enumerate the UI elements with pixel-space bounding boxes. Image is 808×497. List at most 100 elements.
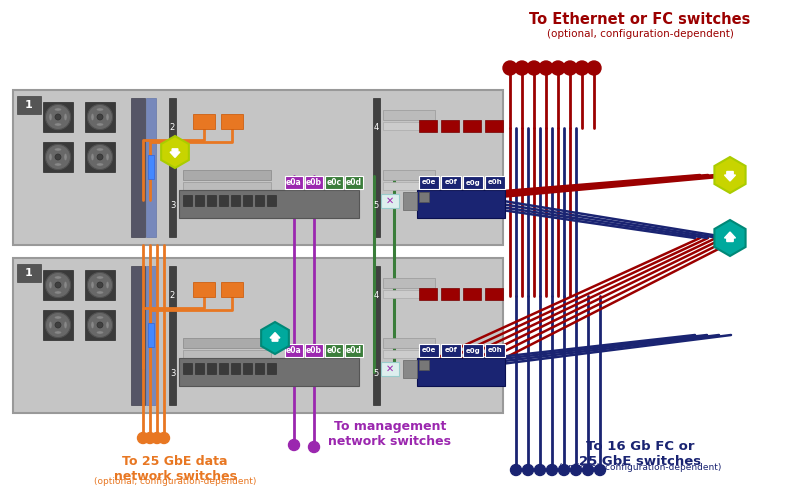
Bar xyxy=(485,120,503,132)
Bar xyxy=(207,195,216,206)
Text: e0a: e0a xyxy=(286,346,302,355)
Bar xyxy=(85,310,115,340)
Bar xyxy=(345,176,363,189)
Bar xyxy=(267,195,276,206)
Circle shape xyxy=(563,61,577,75)
Circle shape xyxy=(45,145,70,169)
Bar xyxy=(221,282,243,297)
Bar xyxy=(183,182,271,190)
Bar xyxy=(441,344,461,357)
Circle shape xyxy=(97,282,103,288)
Bar xyxy=(383,182,435,190)
Circle shape xyxy=(551,61,565,75)
Bar xyxy=(169,98,176,237)
Bar xyxy=(485,288,503,300)
Bar xyxy=(183,338,271,348)
Bar xyxy=(17,264,41,282)
Bar xyxy=(17,96,41,114)
Ellipse shape xyxy=(91,114,94,120)
Ellipse shape xyxy=(55,291,61,294)
Bar xyxy=(255,195,264,206)
Ellipse shape xyxy=(55,316,61,319)
Bar xyxy=(131,266,145,405)
Circle shape xyxy=(158,432,170,443)
Bar xyxy=(285,176,303,189)
Bar xyxy=(383,122,435,130)
Bar xyxy=(43,310,73,340)
Bar xyxy=(169,266,176,405)
Text: 2: 2 xyxy=(170,292,175,301)
Text: 3: 3 xyxy=(170,201,175,211)
Polygon shape xyxy=(270,332,280,341)
Bar xyxy=(419,360,429,370)
Bar xyxy=(441,120,459,132)
Polygon shape xyxy=(714,220,746,256)
Circle shape xyxy=(523,465,533,476)
Text: 4: 4 xyxy=(374,123,379,133)
Circle shape xyxy=(511,465,521,476)
Bar xyxy=(231,363,240,374)
Ellipse shape xyxy=(106,322,109,329)
Circle shape xyxy=(97,114,103,120)
Circle shape xyxy=(535,465,545,476)
Text: (optional, configuration-dependent): (optional, configuration-dependent) xyxy=(94,477,256,486)
Circle shape xyxy=(503,61,517,75)
Text: ✕: ✕ xyxy=(386,364,394,374)
Text: 5: 5 xyxy=(374,369,379,379)
Circle shape xyxy=(309,441,319,452)
Text: e0h: e0h xyxy=(488,179,503,185)
Bar xyxy=(267,363,276,374)
Bar xyxy=(485,176,505,189)
Bar xyxy=(381,362,399,376)
Text: e0e: e0e xyxy=(422,347,436,353)
Bar xyxy=(195,195,204,206)
Circle shape xyxy=(515,61,529,75)
Bar xyxy=(207,363,216,374)
Ellipse shape xyxy=(97,148,103,151)
Bar xyxy=(417,358,505,386)
Bar xyxy=(373,266,380,405)
Text: e0d: e0d xyxy=(346,346,362,355)
Circle shape xyxy=(595,465,605,476)
Ellipse shape xyxy=(91,154,94,161)
Bar xyxy=(43,270,73,300)
Bar xyxy=(403,360,417,378)
Text: e0a: e0a xyxy=(286,178,302,187)
Bar xyxy=(183,195,192,206)
Circle shape xyxy=(152,432,162,443)
Text: e0b: e0b xyxy=(306,346,322,355)
Text: To management
network switches: To management network switches xyxy=(329,420,452,448)
Bar xyxy=(383,338,435,348)
Bar xyxy=(255,363,264,374)
Circle shape xyxy=(145,432,155,443)
Text: e0b: e0b xyxy=(306,178,322,187)
Ellipse shape xyxy=(55,123,61,126)
Ellipse shape xyxy=(97,291,103,294)
Ellipse shape xyxy=(64,322,67,329)
Circle shape xyxy=(137,432,149,443)
Bar xyxy=(345,344,363,357)
Ellipse shape xyxy=(49,154,52,161)
Ellipse shape xyxy=(97,276,103,279)
Bar xyxy=(193,114,215,129)
Bar xyxy=(419,288,437,300)
Bar xyxy=(85,270,115,300)
Bar xyxy=(43,102,73,132)
Bar xyxy=(85,102,115,132)
Bar xyxy=(183,170,271,180)
Ellipse shape xyxy=(55,148,61,151)
Text: 3: 3 xyxy=(170,369,175,379)
Circle shape xyxy=(570,465,582,476)
Bar xyxy=(419,176,439,189)
Text: e0h: e0h xyxy=(488,347,503,353)
Bar xyxy=(193,282,215,297)
Circle shape xyxy=(87,104,112,130)
Circle shape xyxy=(45,272,70,298)
Bar xyxy=(383,170,435,180)
Bar xyxy=(417,190,505,218)
Text: e0g: e0g xyxy=(465,179,481,185)
Bar xyxy=(13,90,503,245)
Ellipse shape xyxy=(55,331,61,334)
Bar xyxy=(383,290,435,298)
Bar xyxy=(183,350,271,358)
